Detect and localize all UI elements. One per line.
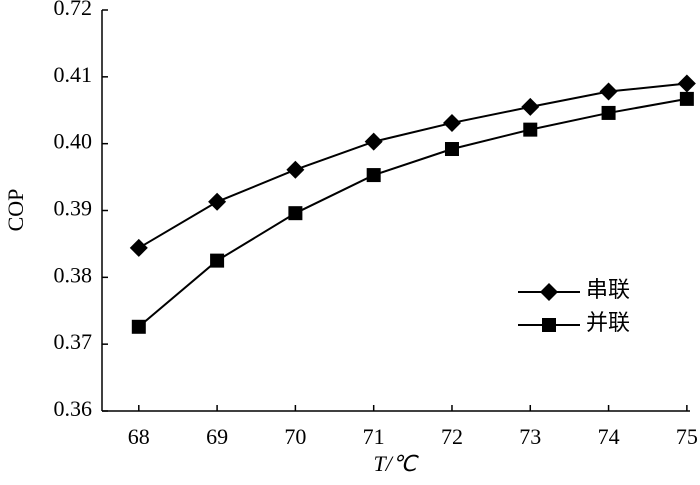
marker-square xyxy=(601,105,616,120)
x-tick-label: 70 xyxy=(284,424,306,449)
marker-square xyxy=(679,91,694,106)
x-tick-label: 69 xyxy=(206,424,228,449)
x-tick-label: 71 xyxy=(363,424,385,449)
legend-label: 串联 xyxy=(586,277,630,302)
y-tick-label: 0.40 xyxy=(54,129,93,154)
series-line xyxy=(138,82,687,249)
marker-diamond xyxy=(540,283,558,301)
x-axis-label: T/℃ xyxy=(373,451,418,476)
y-tick-label: 0.41 xyxy=(54,62,93,87)
marker-diamond xyxy=(599,82,618,101)
marker-square xyxy=(210,253,225,268)
x-tick-label: 75 xyxy=(676,424,698,449)
marker-diamond xyxy=(677,74,696,93)
marker-square xyxy=(523,122,538,137)
y-tick-label: 0.38 xyxy=(54,262,93,287)
x-tick-label: 74 xyxy=(598,424,620,449)
x-tick-label: 72 xyxy=(441,424,463,449)
y-tick-label: 0.72 xyxy=(54,0,93,20)
y-tick-label: 0.37 xyxy=(54,329,93,354)
y-tick-label: 0.39 xyxy=(54,196,93,221)
marker-diamond xyxy=(364,132,383,151)
series-line xyxy=(138,97,688,328)
y-tick-label: 0.36 xyxy=(54,396,93,421)
x-tick-label: 68 xyxy=(128,424,150,449)
marker-diamond xyxy=(208,192,227,211)
y-axis-label: COP xyxy=(3,189,28,232)
marker-square xyxy=(288,206,303,221)
marker-square xyxy=(444,142,459,157)
marker-diamond xyxy=(442,113,461,132)
marker-diamond xyxy=(286,160,305,179)
marker-diamond xyxy=(129,238,148,257)
marker-square xyxy=(131,319,146,334)
marker-square xyxy=(542,318,556,332)
x-tick-label: 73 xyxy=(519,424,541,449)
marker-diamond xyxy=(521,97,540,116)
marker-square xyxy=(366,168,381,183)
legend-label: 并联 xyxy=(586,310,630,335)
